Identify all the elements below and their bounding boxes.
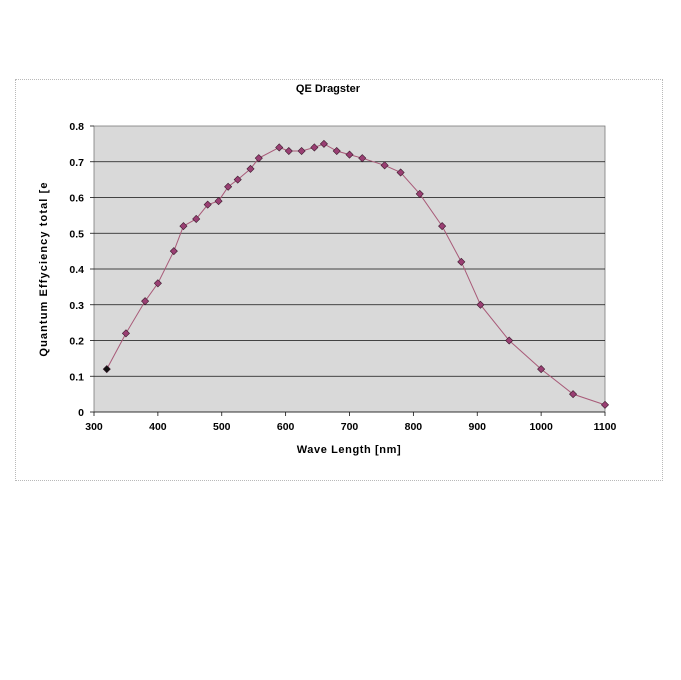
data-point [179, 222, 188, 231]
data-point [569, 390, 578, 399]
y-axis-ticks: 0 0.1 0.2 0.3 0.4 0.5 0.6 0.7 0.8 [69, 121, 94, 419]
data-point [169, 247, 178, 256]
data-point [332, 147, 341, 156]
x-tick-label: 800 [405, 421, 423, 433]
x-tick-label: 1100 [594, 421, 617, 433]
data-point [396, 168, 405, 177]
x-tick-label: 300 [85, 421, 103, 433]
data-point [415, 189, 424, 198]
data-point [345, 150, 354, 159]
data-point [438, 222, 447, 231]
x-axis-label: Wave Length [nm] [297, 444, 402, 456]
x-tick-label: 900 [468, 421, 486, 433]
data-point [380, 161, 389, 170]
gridlines [94, 161, 605, 377]
data-point [121, 329, 130, 338]
data-point [275, 143, 284, 152]
chart-frame: QE Dragster 0 0.1 0.2 0.3 0.4 0.5 0.6 0.7 0.8 30… [15, 79, 663, 481]
y-tick-label: 0.1 [69, 371, 84, 383]
y-tick-label: 0.6 [69, 193, 84, 205]
data-point [214, 197, 223, 206]
data-point [537, 365, 546, 374]
data-point [297, 147, 306, 156]
x-tick-label: 600 [277, 421, 295, 433]
data-point [254, 154, 263, 163]
data-point [203, 200, 212, 209]
y-axis-label: Quantum Effyciency total [e [38, 181, 50, 356]
series-markers [102, 139, 610, 409]
data-point [457, 257, 466, 266]
data-point [192, 214, 201, 223]
data-point [246, 164, 255, 173]
x-axis-ticks: 300 400 500 600 700 800 900 1000 1100 [85, 411, 617, 433]
data-point [319, 139, 328, 148]
x-tick-label: 500 [213, 421, 231, 433]
data-point [153, 279, 162, 288]
x-tick-label: 400 [149, 421, 167, 433]
data-point [102, 365, 111, 374]
y-tick-label: 0.8 [69, 121, 84, 133]
chart-title: QE Dragster [296, 83, 361, 95]
data-point [310, 143, 319, 152]
data-point [233, 175, 242, 184]
y-tick-label: 0.4 [69, 264, 84, 276]
data-point [476, 300, 485, 309]
data-point [284, 147, 293, 156]
y-tick-label: 0.3 [69, 300, 84, 312]
data-point [224, 182, 233, 191]
data-point [600, 400, 610, 409]
x-tick-label: 700 [341, 421, 359, 433]
y-tick-label: 0.2 [69, 336, 84, 348]
y-tick-label: 0.5 [69, 228, 84, 240]
data-point [141, 297, 150, 306]
qe-chart: QE Dragster 0 0.1 0.2 0.3 0.4 0.5 0.6 0.7 0.8 30… [38, 83, 617, 456]
data-point [505, 336, 514, 345]
x-tick-label: 1000 [529, 421, 553, 433]
y-tick-label: 0 [78, 407, 84, 419]
data-point [358, 154, 367, 163]
y-tick-label: 0.7 [69, 157, 84, 169]
